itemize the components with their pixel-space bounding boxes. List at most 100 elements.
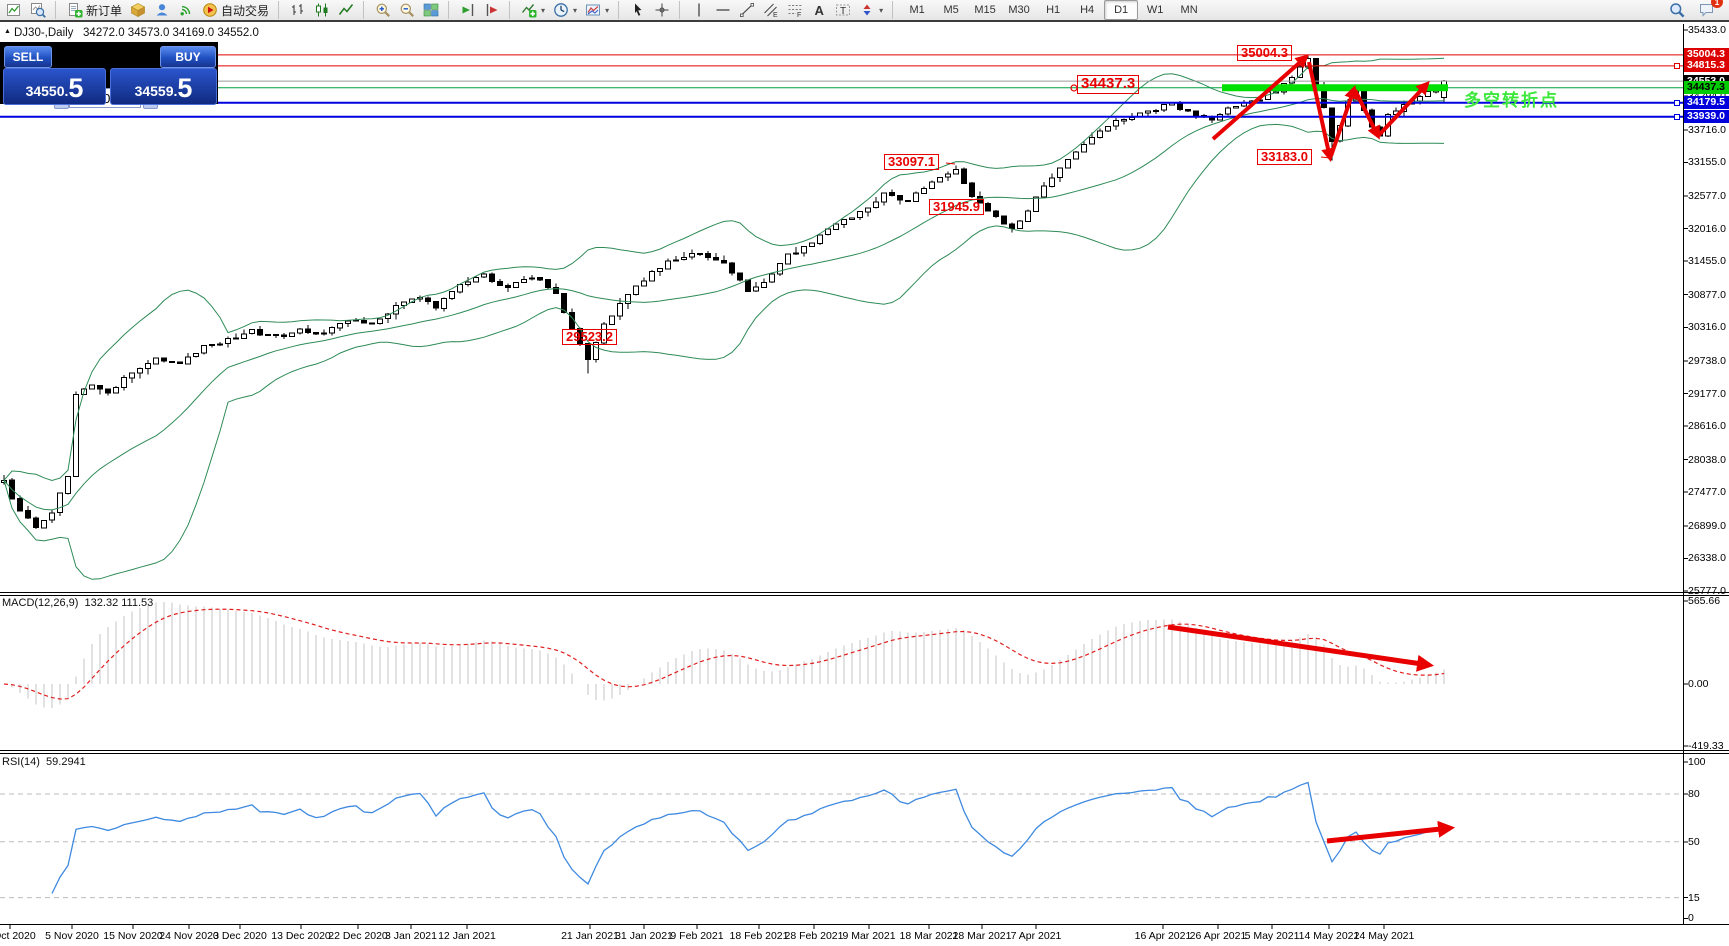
new-order-button[interactable]: 新订单 xyxy=(63,0,126,21)
timeframe-h4-button[interactable]: H4 xyxy=(1080,4,1095,16)
date-tick-label: 13 Dec 2020 xyxy=(271,930,331,942)
toolbar-separator xyxy=(679,1,684,19)
timeframe-mn-button[interactable]: MN xyxy=(1180,4,1198,16)
auto-scroll-button[interactable] xyxy=(456,0,480,21)
vertical-line-button[interactable] xyxy=(687,0,711,21)
buy-price-box[interactable]: 34559. 5 xyxy=(110,68,217,105)
notifications-button[interactable]: 1 xyxy=(1695,0,1723,21)
line-handle[interactable] xyxy=(1674,113,1680,120)
sell-button[interactable]: SELL xyxy=(4,46,52,68)
date-tick-label: 3 Dec 2020 xyxy=(213,930,267,942)
new-order-button-label: 新订单 xyxy=(86,3,123,18)
price-tick-label: 32577.0 xyxy=(1688,189,1726,202)
date-tick-label: 5 May 2021 xyxy=(1244,930,1300,942)
collapse-panel-icon[interactable]: ▲ xyxy=(4,28,11,35)
fibo-icon: F xyxy=(787,2,803,18)
text-label-button[interactable]: T xyxy=(831,0,855,21)
buy-button[interactable]: BUY xyxy=(160,46,216,68)
date-tick-label: 7 Oct 2020 xyxy=(0,930,36,942)
price-callout[interactable]: 34437.3 xyxy=(1077,75,1140,94)
price-tick-label: 29177.0 xyxy=(1688,387,1726,400)
price-callout[interactable]: 31945.9 xyxy=(929,199,984,216)
chart-shift-icon xyxy=(484,2,500,18)
equidistant-channel-button[interactable]: E xyxy=(759,0,783,21)
price-callout[interactable]: 33183.0 xyxy=(1257,149,1312,166)
price-callout[interactable]: 29523.2 xyxy=(562,329,617,346)
macd-label: MACD(12,26,9) 132.32 111.53 xyxy=(2,597,153,609)
new-order-icon xyxy=(67,2,83,18)
macd-name: MACD(12,26,9) xyxy=(2,597,79,609)
buy-price-main: 34559 xyxy=(134,83,174,99)
date-tick-label: 31 Jan 2021 xyxy=(615,930,673,942)
date-tick-label: 21 Jan 2021 xyxy=(561,930,619,942)
price-tick-label: 26899.0 xyxy=(1688,519,1726,532)
toolbar-separator xyxy=(55,1,60,19)
chart-shift-button[interactable] xyxy=(480,0,504,21)
channel-icon: E xyxy=(763,2,779,18)
timeframe-h1-button[interactable]: H1 xyxy=(1046,4,1061,16)
auto-trading-button[interactable]: 自动交易 xyxy=(198,0,273,21)
svg-text:F: F xyxy=(797,12,801,18)
chart-title: DJ30-,Daily 34272.0 34573.0 34169.0 3455… xyxy=(14,27,259,39)
candlestick-chart-button[interactable] xyxy=(310,0,334,21)
bar-chart-button[interactable] xyxy=(286,0,310,21)
tile-windows-button[interactable] xyxy=(419,0,443,21)
trendline-button[interactable] xyxy=(735,0,759,21)
line-handle[interactable] xyxy=(1674,62,1680,69)
price-tick-label: 27477.0 xyxy=(1688,486,1726,499)
rsi-tick-label: 15 xyxy=(1688,891,1700,904)
timeframe-m1-button[interactable]: M1 xyxy=(909,4,925,16)
signals-button[interactable] xyxy=(174,0,198,21)
search-icon xyxy=(1669,2,1685,18)
fibonacci-button[interactable]: F xyxy=(783,0,807,21)
crosshair-button[interactable] xyxy=(650,0,674,21)
chart-bars-icon xyxy=(290,2,306,18)
zoom-in-button[interactable] xyxy=(371,0,395,21)
main-toolbar: 新订单 自动交易 ▾ ▾ ▾ E F A T ▾ M1 M5 M15 M30 H1 H4 D1 W1 MN 1 xyxy=(0,0,1729,22)
new-chart-button[interactable] xyxy=(2,0,26,21)
price-tick-label: 28616.0 xyxy=(1688,420,1726,433)
profiles-button[interactable] xyxy=(26,0,50,21)
cursor-button[interactable] xyxy=(626,0,650,21)
mql-cube-icon xyxy=(130,2,146,18)
line-chart-button[interactable] xyxy=(334,0,358,21)
timeframe-d1-button[interactable]: D1 xyxy=(1104,0,1139,20)
hline-icon xyxy=(715,2,731,18)
community-button[interactable] xyxy=(150,0,174,21)
profiles-icon xyxy=(30,2,46,18)
text-button[interactable]: A xyxy=(807,0,831,21)
price-tick-label: 30877.0 xyxy=(1688,288,1726,301)
search-button[interactable] xyxy=(1665,0,1689,21)
svg-text:E: E xyxy=(773,12,778,18)
turning-point-annotation[interactable]: 多空转折点 xyxy=(1464,91,1559,110)
price-tick-label: 28038.0 xyxy=(1688,453,1726,466)
line-handle[interactable] xyxy=(1674,99,1680,106)
chart-line-icon xyxy=(338,2,354,18)
zoom-out-button[interactable] xyxy=(395,0,419,21)
price-tick-label: 29738.0 xyxy=(1688,354,1726,367)
macd-tick-label: 565.66 xyxy=(1688,595,1721,607)
horizontal-line-button[interactable] xyxy=(711,0,735,21)
price-badge: 35004.3 xyxy=(1684,48,1729,62)
timeframe-m15-button[interactable]: M15 xyxy=(974,4,996,16)
indicators-button[interactable]: ▾ xyxy=(517,0,549,21)
sell-price-box[interactable]: 34550. 5 xyxy=(3,68,106,105)
macd-tick-label: 0.00 xyxy=(1688,678,1709,690)
templates-button[interactable]: ▾ xyxy=(581,0,613,21)
mql5-market-button[interactable] xyxy=(126,0,150,21)
price-callout[interactable]: 35004.3 xyxy=(1237,45,1292,62)
arrows-button[interactable]: ▾ xyxy=(855,0,887,21)
timeframe-m30-button[interactable]: M30 xyxy=(1008,4,1030,16)
date-tick-label: 24 Nov 2020 xyxy=(159,930,219,942)
timeframe-m5-button[interactable]: M5 xyxy=(943,4,959,16)
periods-button[interactable]: ▾ xyxy=(549,0,581,21)
svg-text:A: A xyxy=(815,3,825,18)
price-callout[interactable]: 33097.1 xyxy=(884,154,939,171)
date-tick-label: 5 Nov 2020 xyxy=(45,930,99,942)
toolbar-separator xyxy=(278,1,283,19)
date-tick-label: 3 Jan 2021 xyxy=(385,930,437,942)
timeframe-w1-button[interactable]: W1 xyxy=(1146,4,1164,16)
date-tick-label: 28 Feb 2021 xyxy=(784,930,844,942)
price-badge: 33939.0 xyxy=(1684,110,1729,124)
